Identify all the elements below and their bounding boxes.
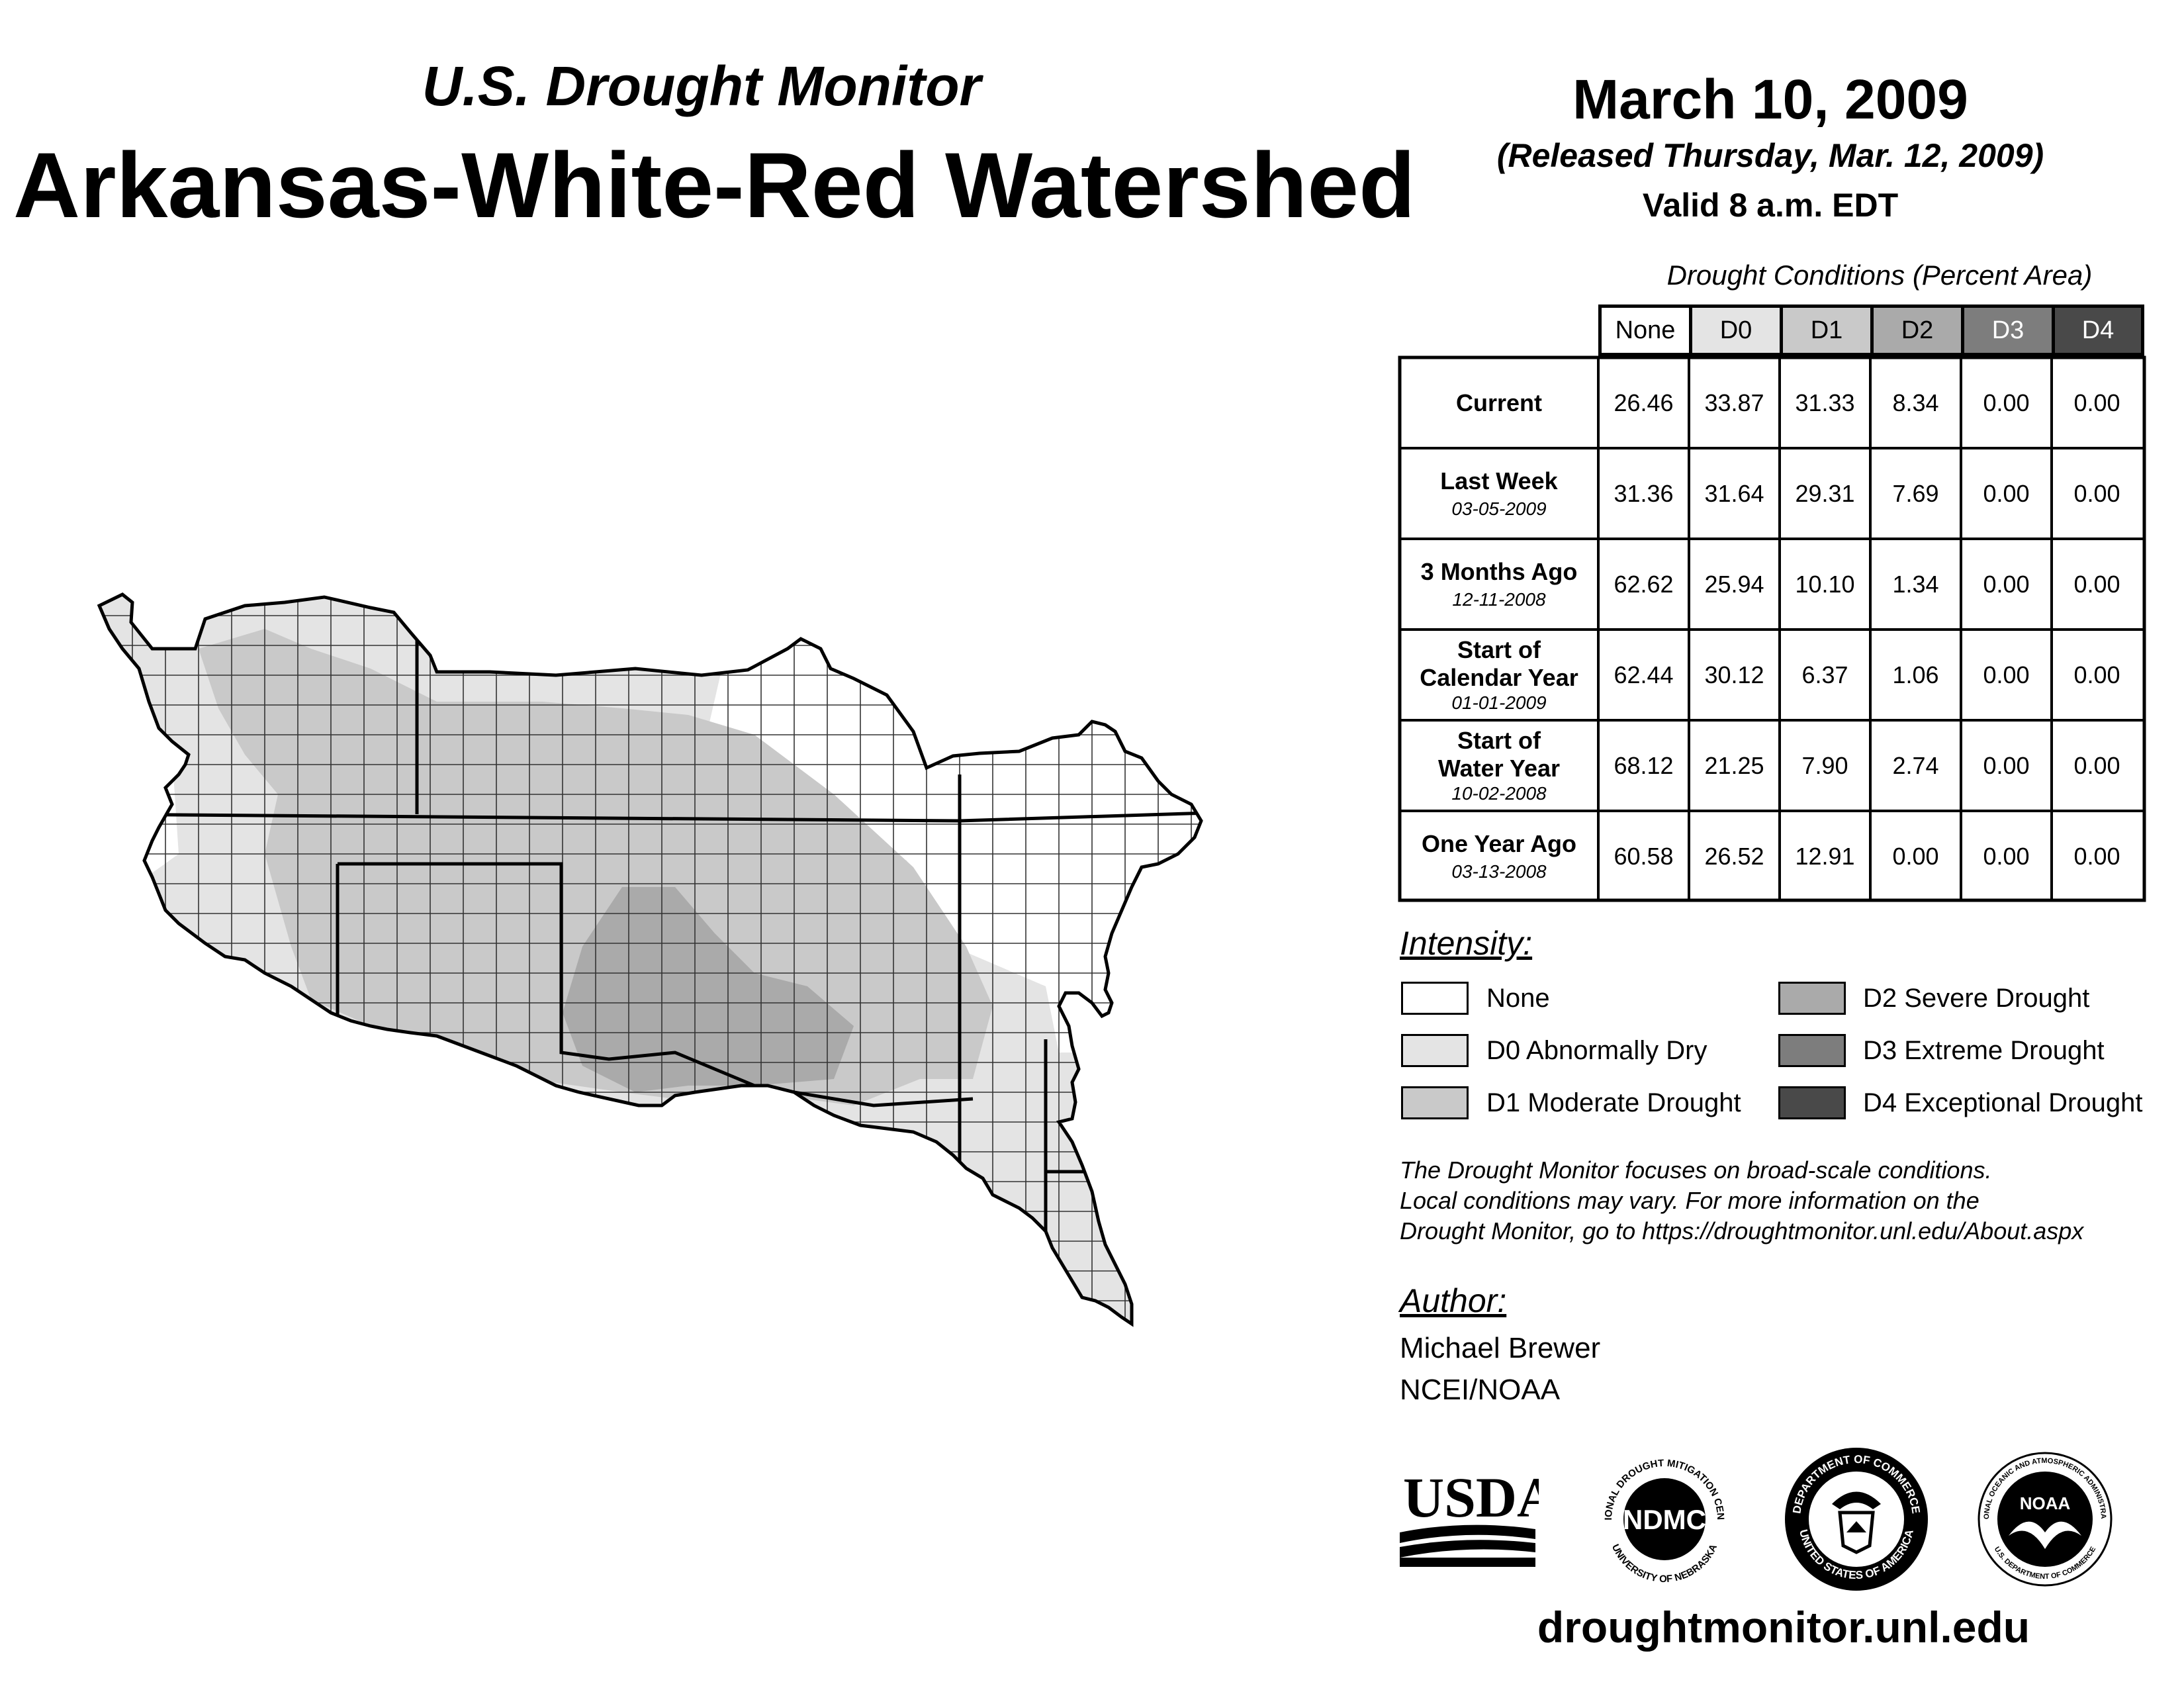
cell-one-year-d1: 12.91 [1795, 842, 1855, 870]
legend-label-d4: D4 Exceptional Drought [1863, 1088, 2143, 1117]
row-label-text: One Year Ago [1421, 829, 1577, 857]
cell-water-year-none: 68.12 [1614, 751, 1674, 779]
cell-3-months-d2: 1.34 [1892, 570, 1939, 598]
disclaimer-note: The Drought Monitor focuses on broad-sca… [1400, 1155, 2181, 1246]
cell-current-none: 26.46 [1614, 389, 1674, 416]
row-label-one-year-ago: One Year Ago 03-13-2008 [1400, 811, 1598, 902]
col-header-d0: D0 [1689, 305, 1780, 356]
usda-logo-text: USDA [1403, 1466, 1539, 1529]
col-header-d3: D3 [1961, 305, 2052, 356]
legend-swatch-d0 [1401, 1034, 1469, 1067]
author-org: NCEI/NOAA [1400, 1374, 1561, 1406]
ndmc-logo-text: NDMC [1623, 1504, 1706, 1535]
row-label-text: Start of Calendar Year [1420, 636, 1578, 691]
legend-swatch-none [1401, 982, 1469, 1015]
cell-3-months-d1: 10.10 [1795, 570, 1855, 598]
note-line: The Drought Monitor focuses on broad-sca… [1400, 1156, 1992, 1184]
cell-one-year-d3: 0.00 [1983, 842, 2030, 870]
legend-title: Intensity: [1400, 925, 1533, 962]
cell-last-week-d1: 29.31 [1795, 479, 1855, 507]
cell-calendar-year-none: 62.44 [1614, 661, 1674, 688]
cell-current-d4: 0.00 [2073, 389, 2120, 416]
row-label-text: Last Week [1440, 467, 1558, 494]
row-label-text: 3 Months Ago [1420, 557, 1578, 585]
drought-areas [99, 594, 1201, 1324]
commerce-seal-logo: DEPARTMENT OF COMMERCE UNITED STATES OF … [1785, 1448, 1928, 1591]
cell-current-d3: 0.00 [1983, 389, 2030, 416]
cell-3-months-d4: 0.00 [2073, 570, 2120, 598]
cell-calendar-year-d3: 0.00 [1983, 661, 2030, 688]
row-label-text: Current [1455, 389, 1542, 416]
cell-3-months-d3: 0.00 [1983, 570, 2030, 598]
cell-calendar-year-d2: 1.06 [1892, 661, 1939, 688]
row-label-date: 03-13-2008 [1451, 861, 1547, 882]
cell-current-d2: 8.34 [1892, 389, 1939, 416]
cell-calendar-year-d1: 6.37 [1801, 661, 1848, 688]
cell-calendar-year-d4: 0.00 [2073, 661, 2120, 688]
row-label-text: Start of Water Year [1437, 727, 1561, 782]
col-header-d4: D4 [2052, 305, 2144, 356]
cell-water-year-d2: 2.74 [1892, 751, 1939, 779]
row-label-last-week: Last Week 03-05-2009 [1400, 448, 1598, 539]
legend-label-d0: D0 Abnormally Dry [1486, 1036, 1707, 1065]
row-label-date: 12-11-2008 [1452, 589, 1546, 610]
cell-3-months-d0: 25.94 [1704, 570, 1764, 598]
legend-swatch-d2 [1778, 982, 1846, 1015]
cell-water-year-d1: 7.90 [1801, 751, 1848, 779]
cell-last-week-d2: 7.69 [1892, 479, 1939, 507]
legend-label-none: None [1486, 984, 1550, 1013]
note-line: Drought Monitor, go to https://droughtmo… [1400, 1217, 2084, 1244]
cell-water-year-d0: 21.25 [1704, 751, 1764, 779]
release-date: (Released Thursday, Mar. 12, 2009) [1496, 137, 2044, 174]
cell-water-year-d4: 0.00 [2073, 751, 2120, 779]
legend-swatch-d4 [1778, 1086, 1846, 1119]
cell-last-week-d3: 0.00 [1983, 479, 2030, 507]
col-header-d2: D2 [1870, 305, 1961, 356]
legend-label-d3: D3 Extreme Drought [1863, 1036, 2105, 1065]
cell-one-year-d0: 26.52 [1704, 842, 1764, 870]
noaa-logo: NOAA NATIONAL OCEANIC AND ATMOSPHERIC AD… [1969, 1443, 2113, 1587]
valid-time: Valid 8 a.m. EDT [1642, 187, 1899, 224]
ndmc-logo: NDMC NATIONAL DROUGHT MITIGATION CENTER … [1588, 1443, 1726, 1585]
table-caption: Drought Conditions (Percent Area) [1666, 259, 2093, 291]
map-title: Arkansas-White-Red Watershed [13, 133, 1416, 237]
cell-one-year-d2: 0.00 [1892, 842, 1939, 870]
legend-label-d2: D2 Severe Drought [1863, 984, 2090, 1013]
cell-current-d0: 33.87 [1704, 389, 1764, 416]
row-label-date: 10-02-2008 [1451, 782, 1547, 804]
row-label-date: 01-01-2009 [1451, 692, 1547, 713]
usda-logo: USDA [1400, 1466, 1539, 1567]
cell-current-d1: 31.33 [1795, 389, 1855, 416]
table-grid [1398, 355, 2146, 902]
author-name: Michael Brewer [1400, 1332, 1601, 1364]
cell-one-year-none: 60.58 [1614, 842, 1674, 870]
cell-one-year-d4: 0.00 [2073, 842, 2120, 870]
cell-calendar-year-d0: 30.12 [1704, 661, 1764, 688]
legend-label-d1: D1 Moderate Drought [1486, 1088, 1741, 1117]
map-subtitle: U.S. Drought Monitor [422, 55, 981, 117]
row-label-start-calendar-year: Start of Calendar Year 01-01-2009 [1400, 630, 1598, 720]
row-label-3-months-ago: 3 Months Ago 12-11-2008 [1400, 539, 1598, 630]
watershed-map [97, 592, 1203, 1327]
legend-swatch-d1 [1401, 1086, 1469, 1119]
col-header-d1: D1 [1780, 305, 1870, 356]
row-label-start-water-year: Start of Water Year 10-02-2008 [1400, 720, 1598, 811]
watershed-outline [97, 592, 1203, 1327]
cell-last-week-d0: 31.64 [1704, 479, 1764, 507]
noaa-logo-text: NOAA [2020, 1493, 2071, 1513]
cell-last-week-d4: 0.00 [2073, 479, 2120, 507]
cell-water-year-d3: 0.00 [1983, 751, 2030, 779]
row-label-date: 03-05-2009 [1451, 498, 1547, 520]
note-line: Local conditions may vary. For more info… [1400, 1187, 1979, 1214]
col-header-none: None [1598, 305, 1689, 356]
legend-swatch-d3 [1778, 1034, 1846, 1067]
map-date: March 10, 2009 [1572, 68, 1968, 130]
site-url: droughtmonitor.unl.edu [1537, 1603, 2030, 1652]
cell-3-months-none: 62.62 [1614, 570, 1674, 598]
row-label-current: Current [1400, 357, 1598, 448]
cell-last-week-none: 31.36 [1614, 479, 1674, 507]
author-title: Author: [1400, 1282, 1507, 1319]
